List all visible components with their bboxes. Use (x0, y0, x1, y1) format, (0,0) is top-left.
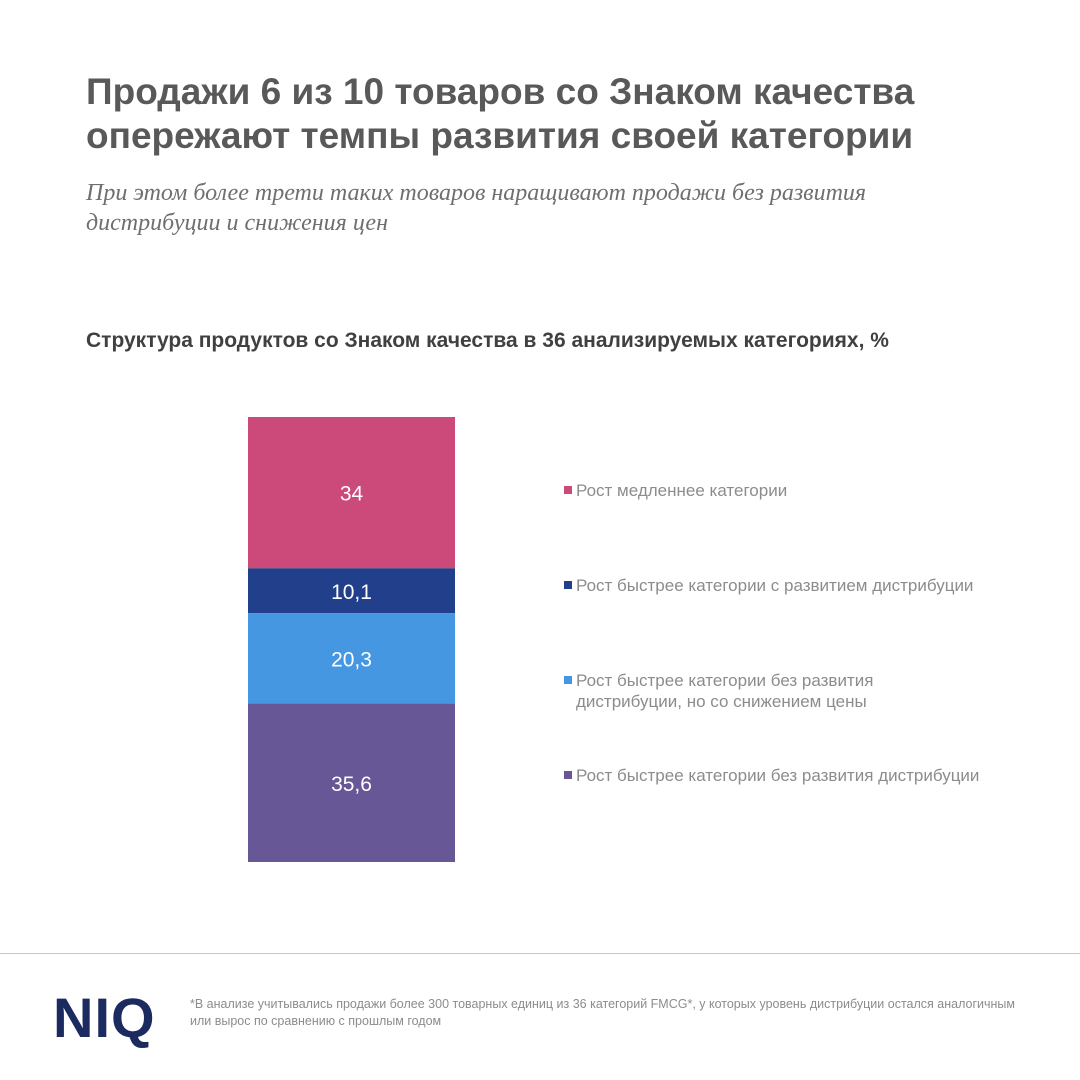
legend-item-3: Рост быстрее категории без развития дист… (564, 670, 984, 712)
legend-label-2: Рост быстрее категории с развитием дистр… (576, 576, 974, 595)
data-label-3: 20,3 (331, 648, 372, 671)
data-label-4: 35,6 (331, 773, 372, 796)
legend-item-1: Рост медленнее категории (564, 480, 984, 501)
data-label-1: 34 (340, 483, 364, 506)
stacked-bar-chart: 34 10,1 20,3 35,6 (248, 417, 455, 862)
chart-title: Структура продуктов со Знаком качества в… (86, 329, 889, 352)
bar-segment-2 (248, 568, 455, 614)
legend-label-3: Рост быстрее категории без развития дист… (576, 671, 874, 711)
footer-divider (0, 953, 1080, 954)
legend-label-1: Рост медленнее категории (576, 481, 788, 500)
data-label-2: 10,1 (331, 581, 372, 604)
legend-item-4: Рост быстрее категории без развития дист… (564, 765, 984, 786)
legend-swatch-2 (564, 581, 572, 589)
legend-label-4: Рост быстрее категории без развития дист… (576, 766, 980, 785)
bar-segment-4 (248, 703, 455, 862)
legend-swatch-3 (564, 676, 572, 684)
niq-logo: NIQ (53, 986, 156, 1049)
legend-swatch-4 (564, 771, 572, 779)
page-subtitle: При этом более трети таких товаров наращ… (86, 180, 867, 236)
footnote: *В анализе учитывались продажи более 300… (190, 997, 1015, 1028)
bar-segment-1 (248, 417, 455, 569)
legend-item-2: Рост быстрее категории с развитием дистр… (564, 575, 984, 596)
bar-segment-3 (248, 613, 455, 704)
page-title: Продажи 6 из 10 товаров со Знаком качест… (86, 71, 915, 156)
legend-swatch-1 (564, 486, 572, 494)
